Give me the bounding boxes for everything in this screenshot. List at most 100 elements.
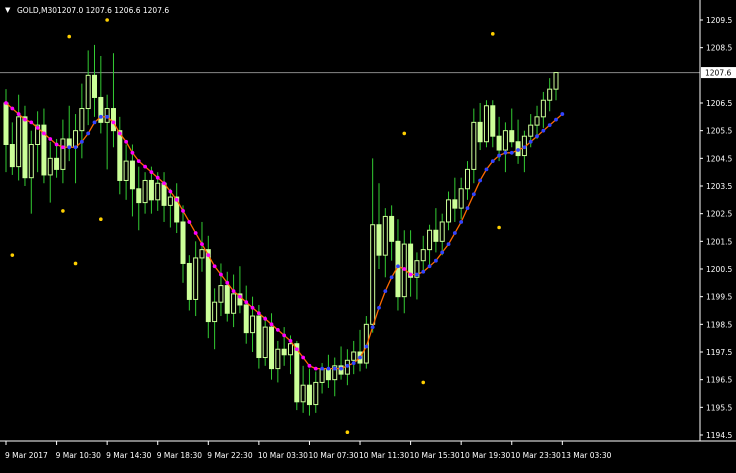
candle-body — [231, 293, 237, 314]
moving-average-point — [288, 339, 293, 343]
current-price-label: 1207.6 — [705, 69, 731, 78]
moving-average-group — [4, 101, 565, 371]
dropdown-arrow-icon[interactable]: ▼ — [5, 6, 11, 14]
moving-average-point — [54, 142, 59, 147]
moving-average-point — [250, 305, 255, 310]
candle-body — [269, 326, 275, 370]
candle-body — [136, 188, 142, 204]
candle-body — [540, 99, 546, 118]
candle-body — [547, 88, 553, 101]
price-tick-label: 1202.5 — [706, 210, 732, 219]
moving-average-point — [313, 366, 318, 371]
candle-body — [534, 116, 540, 126]
moving-average-point — [377, 305, 381, 310]
candle-body — [382, 215, 388, 256]
candle-body — [483, 105, 489, 143]
moving-average-point — [332, 366, 337, 371]
moving-average-point — [124, 139, 129, 144]
moving-average-point — [275, 327, 280, 332]
current-price-tag: 1207.6 — [701, 67, 736, 79]
moving-average-point — [92, 120, 97, 125]
moving-average-point — [212, 264, 217, 269]
candle-body — [300, 384, 306, 403]
moving-average-point — [67, 145, 72, 150]
moving-average-point — [117, 131, 122, 136]
moving-average-point — [326, 366, 331, 371]
candle-body — [123, 160, 129, 181]
moving-average-point — [16, 112, 21, 116]
moving-average-point — [60, 145, 65, 150]
candle-body — [79, 108, 85, 132]
candle-body — [167, 196, 173, 206]
chart-header: ▼ GOLD,M30 1207.0 1207.6 1206.6 1207.6 — [5, 6, 169, 15]
moving-average-point — [522, 145, 527, 150]
moving-average-point — [320, 366, 324, 371]
moving-average-point — [535, 134, 539, 139]
candle-body — [110, 108, 116, 132]
symbol-timeframe: GOLD,M30 — [17, 6, 57, 15]
moving-average-point — [48, 137, 53, 141]
moving-average-point — [29, 120, 34, 125]
moving-average-point — [478, 178, 483, 183]
moving-average-point — [351, 361, 356, 365]
candle-body — [243, 304, 249, 334]
moving-average-point — [79, 139, 84, 144]
moving-average-point — [547, 123, 552, 128]
candle-body — [186, 262, 192, 300]
moving-average-point — [421, 269, 426, 274]
moving-average-point — [490, 159, 495, 164]
time-tick-label: 10 Mar 23:30 — [511, 451, 561, 460]
signal-dot — [497, 225, 501, 230]
time-tick-label: 10 Mar 19:30 — [460, 451, 510, 460]
moving-average-point — [427, 264, 432, 269]
time-axis[interactable]: 9 Mar 2017 9 Mar 10:30 9 Mar 14:30 9 Mar 18… — [5, 441, 612, 460]
time-tick-label: 9 Mar 18:30 — [157, 451, 203, 460]
moving-average-point — [42, 131, 46, 136]
price-tick-label: 1203.5 — [706, 182, 732, 191]
candle-body — [528, 124, 534, 137]
price-axis[interactable]: 1209.5 1208.5 1206.5 1205.5 1204.5 1203.5 1202… — [700, 16, 732, 440]
moving-average-point — [301, 355, 306, 360]
candle-body — [363, 323, 369, 364]
candle-body — [281, 348, 287, 356]
moving-average-point — [187, 220, 192, 224]
moving-average-point — [358, 355, 362, 360]
candle-body — [319, 368, 325, 383]
moving-average-point — [143, 164, 147, 169]
candle-body — [433, 229, 439, 242]
signal-dot — [99, 217, 103, 221]
time-tick-label: 10 Mar 07:30 — [308, 451, 358, 460]
candle-body — [54, 157, 60, 170]
candle-body — [389, 215, 395, 242]
candles-group — [3, 44, 559, 416]
candle-body — [490, 105, 496, 137]
price-tick-label: 1198.5 — [706, 320, 732, 329]
moving-average-point — [10, 106, 15, 111]
ohlc-values: 1207.0 1207.6 1206.6 1207.6 — [57, 6, 169, 15]
candle-body — [212, 301, 218, 323]
moving-average-point — [554, 117, 558, 122]
candle-body — [3, 102, 9, 145]
candle-body — [218, 285, 224, 303]
moving-average-point — [446, 242, 451, 247]
moving-average-point — [244, 300, 249, 305]
candle-body — [47, 157, 53, 176]
price-tick-label: 1204.5 — [706, 154, 732, 163]
moving-average-point — [149, 170, 154, 175]
moving-average-point — [162, 181, 166, 186]
candle-body — [351, 351, 357, 361]
price-tick-label: 1208.5 — [706, 44, 732, 53]
price-tick-label: 1196.5 — [706, 376, 732, 385]
moving-average-point — [219, 272, 223, 277]
candle-body — [9, 144, 15, 168]
moving-average-point — [35, 126, 40, 130]
signal-dot — [402, 131, 407, 136]
candle-body — [155, 182, 161, 201]
candle-body — [477, 121, 483, 143]
candle-body — [237, 293, 243, 306]
candle-body — [287, 343, 293, 356]
price-tick-label: 1205.5 — [706, 127, 732, 136]
moving-average-point — [263, 316, 268, 321]
